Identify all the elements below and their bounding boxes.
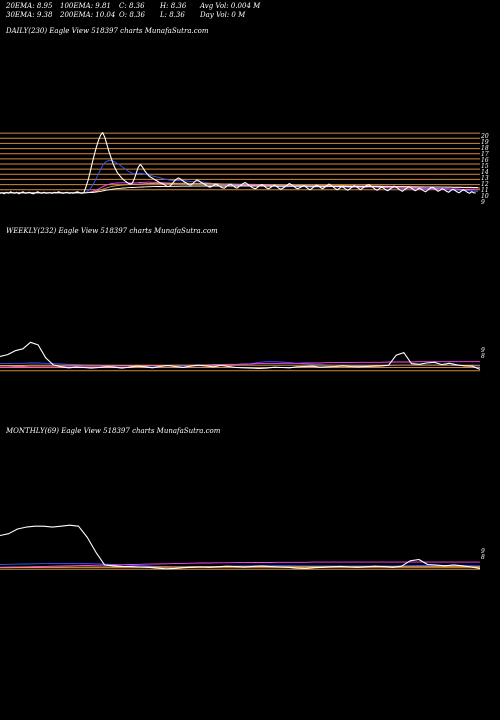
monthly-ema-line [0, 561, 480, 568]
stat-label: H: 8.36 [160, 2, 187, 10]
monthly-tick-label: 8 [481, 554, 485, 561]
daily-tick-label: 20 [481, 133, 489, 140]
weekly-tick-label: 8 [481, 353, 485, 360]
daily-tick-label: 10 [481, 193, 489, 200]
stat-label: O: 8.36 [119, 11, 145, 19]
stat-label: Avg Vol: 0.004 M [200, 2, 261, 10]
daily-tick-label: 16 [481, 157, 489, 164]
monthly-price-line [0, 524, 481, 570]
daily-tick-label: 9 [481, 199, 485, 206]
daily-tick-label: 14 [481, 169, 489, 176]
daily-tick-label: 11 [481, 187, 489, 194]
daily-tick-label: 17 [481, 151, 489, 158]
weekly-tick-label: 9 [481, 347, 485, 354]
stat-label: Day Vol: 0 M [200, 11, 246, 19]
stat-label: L: 8.36 [160, 11, 185, 19]
daily-y-axis: 20 19 18 17 16 15 14 13 12 11 10 9 [481, 134, 489, 206]
daily-tick-label: 15 [481, 163, 489, 170]
stat-label: 100EMA: 9.81 [60, 2, 111, 10]
daily-tick-label: 13 [481, 175, 489, 182]
weekly-ema-line [0, 361, 480, 368]
stat-label: C: 8.36 [119, 2, 145, 10]
stat-label: 30EMA: 9.38 [6, 11, 53, 19]
daily-panel-title: DAILY(230) Eagle View 518397 charts Muna… [6, 27, 209, 35]
monthly-panel-title: MONTHLY(69) Eagle View 518397 charts Mun… [6, 427, 221, 435]
monthly-tick-label: 9 [481, 548, 485, 555]
stat-label: 200EMA: 10.04 [60, 11, 116, 19]
stat-label: 20EMA: 8.95 [6, 2, 53, 10]
weekly-price-line [0, 341, 481, 370]
daily-tick-label: 12 [481, 181, 489, 188]
weekly-panel-title: WEEKLY(232) Eagle View 518397 charts Mun… [6, 227, 218, 235]
daily-price-line [0, 132, 476, 195]
daily-tick-label: 18 [481, 145, 489, 152]
daily-tick-label: 19 [481, 139, 489, 146]
